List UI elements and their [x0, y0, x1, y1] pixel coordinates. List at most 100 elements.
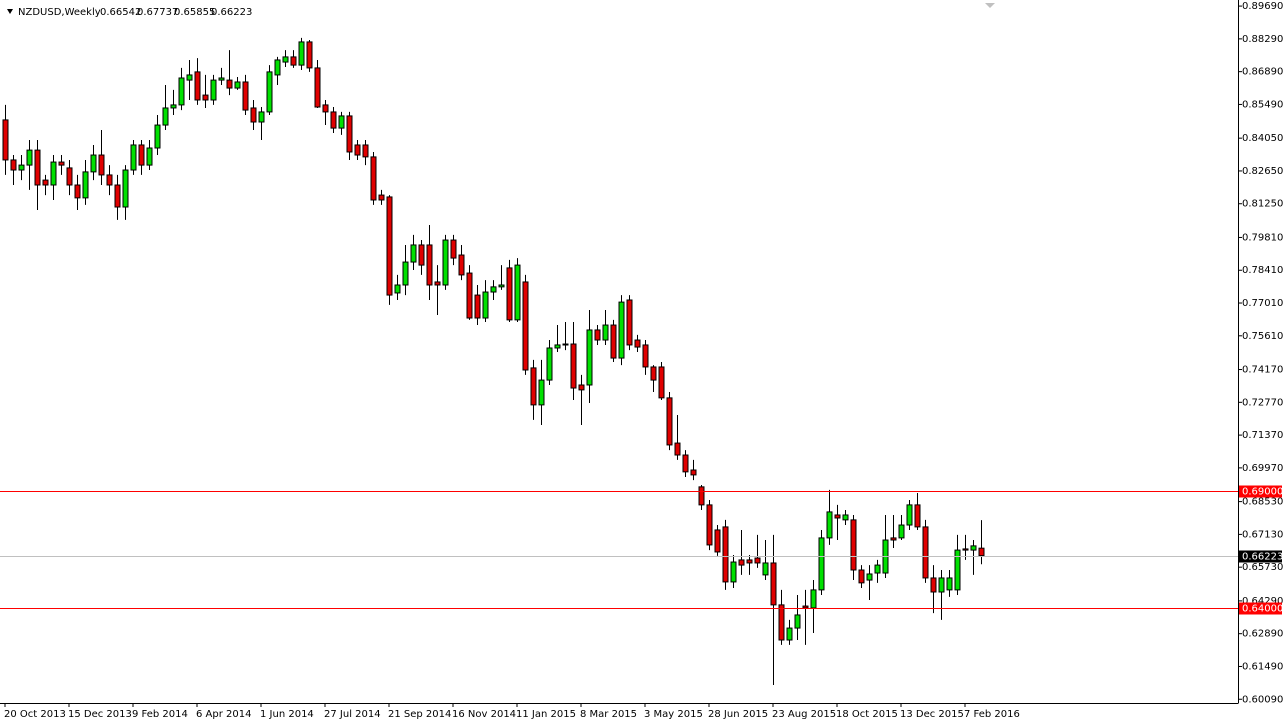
- candle-body: [970, 545, 977, 551]
- candle-body: [138, 144, 145, 166]
- candle-body: [914, 504, 921, 528]
- candle-body: [210, 79, 217, 101]
- candle-body: [746, 559, 753, 564]
- x-tick-label: 28 Jun 2015: [708, 709, 768, 720]
- y-tick-label: 0.78410: [1242, 265, 1283, 276]
- candle-body: [658, 366, 665, 399]
- x-tick-label: 1 Jun 2014: [260, 709, 314, 720]
- candle-body: [930, 577, 937, 593]
- candle-body: [602, 324, 609, 341]
- candle-body: [482, 291, 489, 319]
- candle-body: [474, 294, 481, 319]
- x-tick-label: 11 Jan 2015: [516, 709, 576, 720]
- candle-body: [698, 486, 705, 506]
- y-tick-label: 0.69970: [1242, 463, 1283, 474]
- x-tick-label: 23 Aug 2015: [772, 709, 836, 720]
- candle-body: [98, 154, 105, 176]
- candle-body: [978, 547, 985, 557]
- candle-body: [338, 115, 345, 129]
- candle-body: [738, 559, 745, 566]
- x-tick-label: 7 Feb 2016: [964, 709, 1020, 720]
- candle-body: [962, 548, 969, 551]
- candle-body: [794, 614, 801, 629]
- y-tick-label: 0.60090: [1242, 694, 1283, 705]
- x-tick-label: 18 Oct 2015: [836, 709, 898, 720]
- y-tick-label: 0.81250: [1242, 199, 1283, 210]
- x-tick-label: 15 Dec 2013: [68, 709, 132, 720]
- candle-body: [418, 244, 425, 266]
- y-tick-label: 0.86890: [1242, 67, 1283, 78]
- candle-body: [562, 343, 569, 346]
- candle-body: [866, 573, 873, 581]
- candle-body: [34, 149, 41, 186]
- candle-body: [50, 161, 57, 186]
- shift-marker: [985, 3, 995, 8]
- candle-body: [874, 564, 881, 574]
- candle-body: [154, 124, 161, 149]
- candle-body: [18, 164, 25, 171]
- candle-body: [522, 281, 529, 371]
- y-tick-label: 0.72770: [1242, 397, 1283, 408]
- current-price-box: [1239, 550, 1282, 563]
- candle-body: [674, 442, 681, 456]
- y-tick-label: 0.89690: [1242, 1, 1283, 12]
- candle-body: [386, 196, 393, 296]
- candle-body: [298, 41, 305, 66]
- x-tick-label: 3 May 2015: [644, 709, 703, 720]
- candle-body: [898, 524, 905, 539]
- chart-title: NZDUSD,Weekly: [18, 7, 101, 18]
- candle-body: [666, 397, 673, 446]
- candle-body: [762, 562, 769, 576]
- candle-body: [146, 147, 153, 166]
- candle-body: [490, 286, 497, 293]
- candle-body: [186, 74, 193, 81]
- candle-body: [818, 537, 825, 591]
- candle-body: [506, 267, 513, 321]
- y-tick-label: 0.84050: [1242, 133, 1283, 144]
- candle-body: [258, 111, 265, 123]
- candle-body: [218, 77, 225, 81]
- y-tick-label: 0.64290: [1242, 596, 1283, 607]
- candle-body: [322, 104, 329, 113]
- y-tick-label: 0.85490: [1242, 99, 1283, 110]
- candle-body: [890, 537, 897, 541]
- candle-body: [362, 144, 369, 158]
- candle-body: [626, 299, 633, 346]
- candle-body: [346, 115, 353, 153]
- candle-body: [530, 367, 537, 406]
- y-tick-label: 0.62890: [1242, 629, 1283, 640]
- candle-body: [234, 81, 241, 89]
- candle-body: [90, 154, 97, 173]
- y-tick-label: 0.74170: [1242, 365, 1283, 376]
- x-tick-label: 6 Apr 2014: [196, 709, 251, 720]
- candle-body: [170, 104, 177, 109]
- y-tick-label: 0.67130: [1242, 529, 1283, 540]
- header-open: 0.66542: [100, 7, 141, 18]
- candle-body: [786, 627, 793, 641]
- level-label: 0.64000: [1242, 604, 1283, 615]
- candle-body: [778, 604, 785, 641]
- candle-body: [274, 59, 281, 76]
- candle-body: [394, 284, 401, 294]
- y-tick-label: 0.79810: [1242, 232, 1283, 243]
- y-tick-label: 0.65730: [1242, 562, 1283, 573]
- candle-body: [842, 514, 849, 521]
- y-tick-label: 0.88290: [1242, 34, 1283, 45]
- level-label-box: [1239, 485, 1282, 498]
- candle-body: [242, 81, 249, 111]
- candle-body: [450, 239, 457, 259]
- candle-body: [554, 344, 561, 349]
- candle-body: [122, 169, 129, 208]
- x-tick-label: 8 Mar 2015: [580, 709, 637, 720]
- y-tick-label: 0.77010: [1242, 298, 1283, 309]
- candle-body: [370, 156, 377, 201]
- candle-body: [714, 529, 721, 553]
- candle-body: [282, 56, 289, 63]
- candle-body: [130, 144, 137, 171]
- candle-body: [42, 179, 49, 186]
- header-high: 0.67737: [137, 7, 178, 18]
- candle-body: [378, 194, 385, 201]
- candle-body: [26, 149, 33, 166]
- level-label-box: [1239, 602, 1282, 615]
